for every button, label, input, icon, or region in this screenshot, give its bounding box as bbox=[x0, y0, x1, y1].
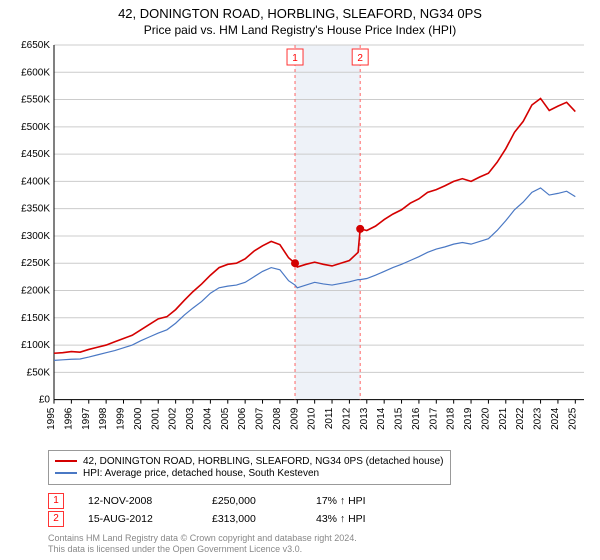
svg-text:2012: 2012 bbox=[341, 407, 352, 430]
svg-text:2013: 2013 bbox=[359, 407, 370, 430]
svg-text:£100K: £100K bbox=[21, 340, 50, 351]
svg-text:2023: 2023 bbox=[533, 407, 544, 430]
event-marker: 2 bbox=[48, 511, 64, 527]
svg-text:1997: 1997 bbox=[81, 407, 92, 430]
svg-text:2021: 2021 bbox=[498, 407, 509, 430]
svg-text:£150K: £150K bbox=[21, 313, 50, 324]
event-row: 1 12-NOV-2008 £250,000 17% ↑ HPI bbox=[48, 493, 592, 509]
svg-text:£650K: £650K bbox=[21, 41, 50, 51]
event-price: £313,000 bbox=[212, 513, 292, 525]
legend-label: HPI: Average price, detached house, Sout… bbox=[83, 468, 319, 479]
svg-text:2003: 2003 bbox=[185, 407, 196, 430]
svg-text:1996: 1996 bbox=[63, 407, 74, 430]
svg-text:2022: 2022 bbox=[515, 407, 526, 430]
svg-text:£300K: £300K bbox=[21, 231, 50, 242]
legend-label: 42, DONINGTON ROAD, HORBLING, SLEAFORD, … bbox=[83, 456, 444, 467]
svg-text:2019: 2019 bbox=[463, 407, 474, 430]
svg-text:£0: £0 bbox=[39, 395, 51, 406]
svg-text:£600K: £600K bbox=[21, 67, 50, 78]
legend-item: HPI: Average price, detached house, Sout… bbox=[55, 468, 444, 479]
price-chart: £0 £50K £100K £150K £200K £250K £300K £350K £400… bbox=[8, 41, 592, 444]
svg-text:2018: 2018 bbox=[446, 407, 457, 430]
svg-text:2000: 2000 bbox=[133, 407, 144, 430]
svg-text:£450K: £450K bbox=[21, 149, 50, 160]
svg-text:2009: 2009 bbox=[289, 407, 300, 430]
event-date: 12-NOV-2008 bbox=[88, 495, 188, 507]
svg-text:£200K: £200K bbox=[21, 286, 50, 297]
svg-text:2006: 2006 bbox=[237, 407, 248, 430]
svg-text:2017: 2017 bbox=[428, 407, 439, 430]
event-hpi: 43% ↑ HPI bbox=[316, 513, 366, 525]
svg-text:£50K: £50K bbox=[27, 367, 51, 378]
svg-text:2002: 2002 bbox=[168, 407, 179, 430]
svg-text:£350K: £350K bbox=[21, 204, 50, 215]
svg-text:£500K: £500K bbox=[21, 122, 50, 133]
svg-text:1999: 1999 bbox=[116, 407, 127, 430]
event-row: 2 15-AUG-2012 £313,000 43% ↑ HPI bbox=[48, 511, 592, 527]
footer-line-2: This data is licensed under the Open Gov… bbox=[48, 544, 592, 556]
svg-text:1995: 1995 bbox=[46, 407, 57, 430]
event-hpi: 17% ↑ HPI bbox=[316, 495, 366, 507]
svg-text:2015: 2015 bbox=[394, 407, 405, 430]
svg-text:2001: 2001 bbox=[150, 407, 161, 430]
svg-text:2025: 2025 bbox=[567, 407, 578, 430]
svg-text:2005: 2005 bbox=[220, 407, 231, 430]
event-date: 15-AUG-2012 bbox=[88, 513, 188, 525]
subtitle: Price paid vs. HM Land Registry's House … bbox=[8, 23, 592, 37]
svg-text:2024: 2024 bbox=[550, 407, 561, 430]
event-marker: 1 bbox=[48, 493, 64, 509]
legend-item: 42, DONINGTON ROAD, HORBLING, SLEAFORD, … bbox=[55, 456, 444, 467]
svg-text:2010: 2010 bbox=[307, 407, 318, 430]
svg-text:2020: 2020 bbox=[480, 407, 491, 430]
title: 42, DONINGTON ROAD, HORBLING, SLEAFORD, … bbox=[8, 6, 592, 21]
chart-container: 42, DONINGTON ROAD, HORBLING, SLEAFORD, … bbox=[0, 0, 600, 560]
svg-text:2008: 2008 bbox=[272, 407, 283, 430]
events-list: 1 12-NOV-2008 £250,000 17% ↑ HPI 2 15-AUG-201… bbox=[48, 491, 592, 529]
svg-text:2014: 2014 bbox=[376, 407, 387, 430]
chart-area: £0 £50K £100K £150K £200K £250K £300K £350K £400… bbox=[8, 41, 592, 444]
footer-note: Contains HM Land Registry data © Crown c… bbox=[48, 533, 592, 556]
title-block: 42, DONINGTON ROAD, HORBLING, SLEAFORD, … bbox=[8, 4, 592, 41]
svg-text:1: 1 bbox=[292, 53, 298, 64]
svg-text:2007: 2007 bbox=[255, 407, 266, 430]
legend-swatch bbox=[55, 460, 77, 462]
legend: 42, DONINGTON ROAD, HORBLING, SLEAFORD, … bbox=[48, 450, 451, 485]
svg-text:1998: 1998 bbox=[98, 407, 109, 430]
svg-text:£400K: £400K bbox=[21, 176, 50, 187]
svg-text:2004: 2004 bbox=[202, 407, 213, 430]
svg-text:2016: 2016 bbox=[411, 407, 422, 430]
svg-text:£250K: £250K bbox=[21, 258, 50, 269]
svg-text:2011: 2011 bbox=[324, 407, 335, 429]
svg-text:£550K: £550K bbox=[21, 95, 50, 106]
event-price: £250,000 bbox=[212, 495, 292, 507]
legend-swatch bbox=[55, 472, 77, 474]
footer-line-1: Contains HM Land Registry data © Crown c… bbox=[48, 533, 592, 545]
svg-text:2: 2 bbox=[357, 53, 363, 64]
